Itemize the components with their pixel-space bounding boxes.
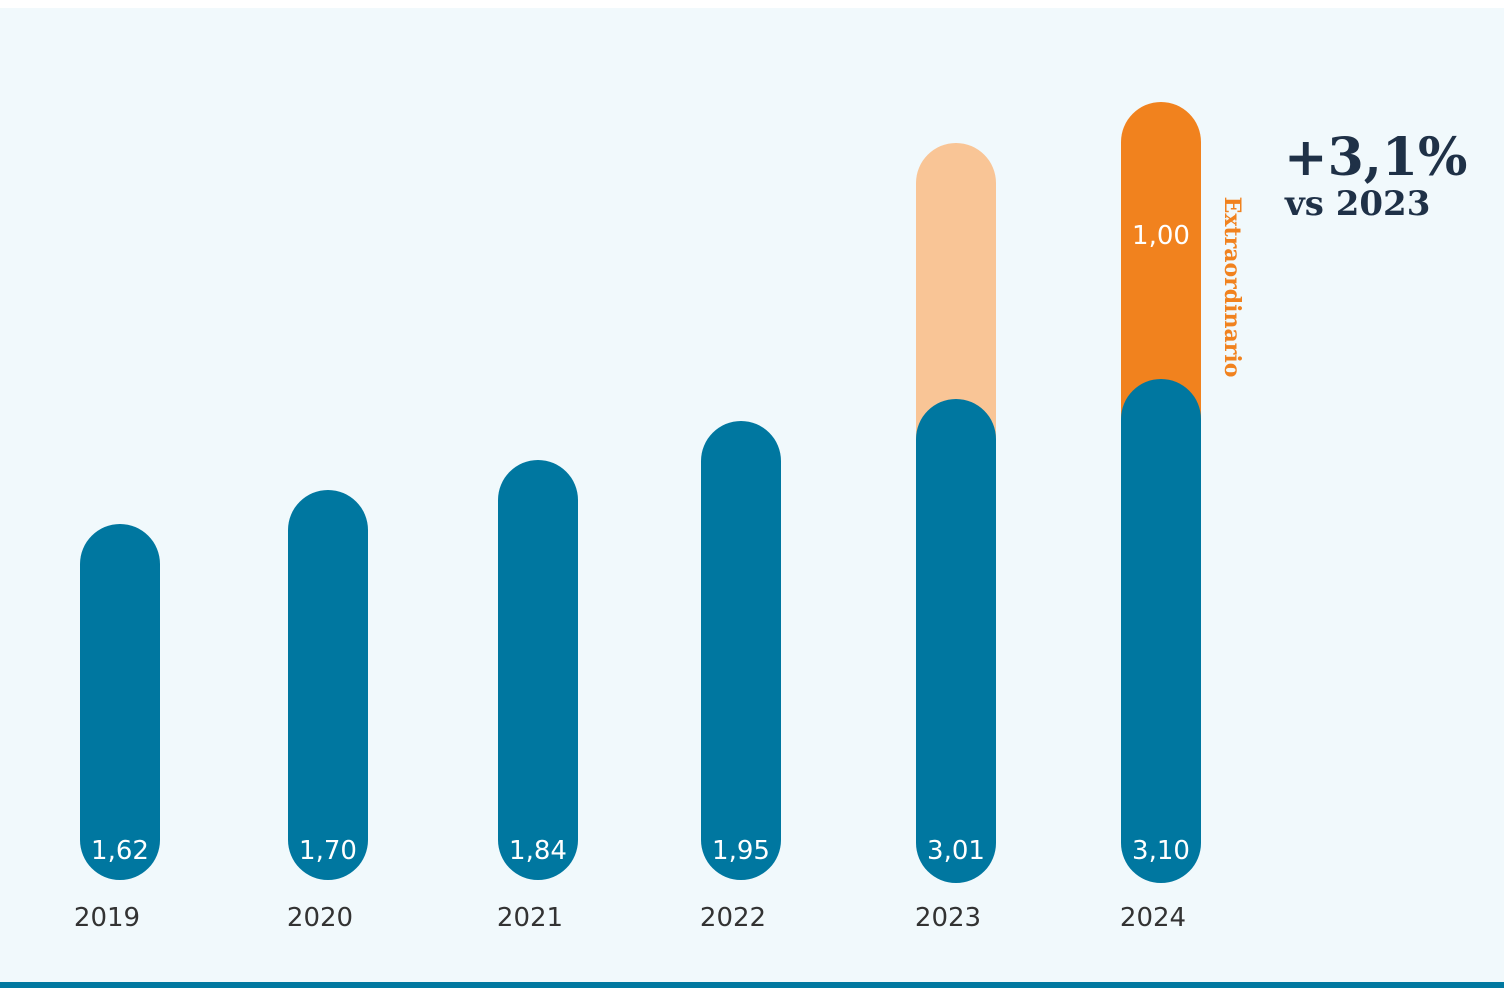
bar-base-2019 bbox=[80, 524, 160, 880]
value-label-2019: 1,62 bbox=[91, 836, 149, 866]
bar-base-2020 bbox=[288, 490, 368, 880]
value-label-2023: 3,01 bbox=[927, 836, 985, 866]
year-label-2021: 2021 bbox=[497, 903, 563, 933]
year-label-2019: 2019 bbox=[74, 903, 140, 933]
value-labels-group: 1,62 1,70 1,84 1,95 3,01 3,10 1,00 bbox=[91, 221, 1190, 866]
year-label-2020: 2020 bbox=[287, 903, 353, 933]
year-label-2024: 2024 bbox=[1120, 903, 1186, 933]
growth-comparison: vs 2023 bbox=[1284, 184, 1430, 224]
bars-group bbox=[80, 102, 1201, 883]
extraordinario-label: Extraordinario bbox=[1219, 197, 1245, 378]
value-label-2020: 1,70 bbox=[299, 836, 357, 866]
value-label-2022: 1,95 bbox=[712, 836, 770, 866]
year-labels-group: 2019 2020 2021 2022 2023 2024 bbox=[74, 903, 1186, 933]
bar-extra-2024 bbox=[1121, 102, 1201, 459]
bar-extra-2023 bbox=[916, 143, 996, 479]
growth-percentage: +3,1% bbox=[1284, 127, 1467, 188]
value-label-2021: 1,84 bbox=[509, 836, 567, 866]
bar-base-2023 bbox=[916, 399, 996, 883]
bottom-rule bbox=[0, 982, 1504, 988]
bar-base-2024 bbox=[1121, 379, 1201, 883]
bar-base-2021 bbox=[498, 460, 578, 880]
bar-base-2022 bbox=[701, 421, 781, 880]
year-label-2023: 2023 bbox=[915, 903, 981, 933]
year-label-2022: 2022 bbox=[700, 903, 766, 933]
extra-value-label-2024: 1,00 bbox=[1132, 221, 1190, 251]
value-label-2024: 3,10 bbox=[1132, 836, 1190, 866]
